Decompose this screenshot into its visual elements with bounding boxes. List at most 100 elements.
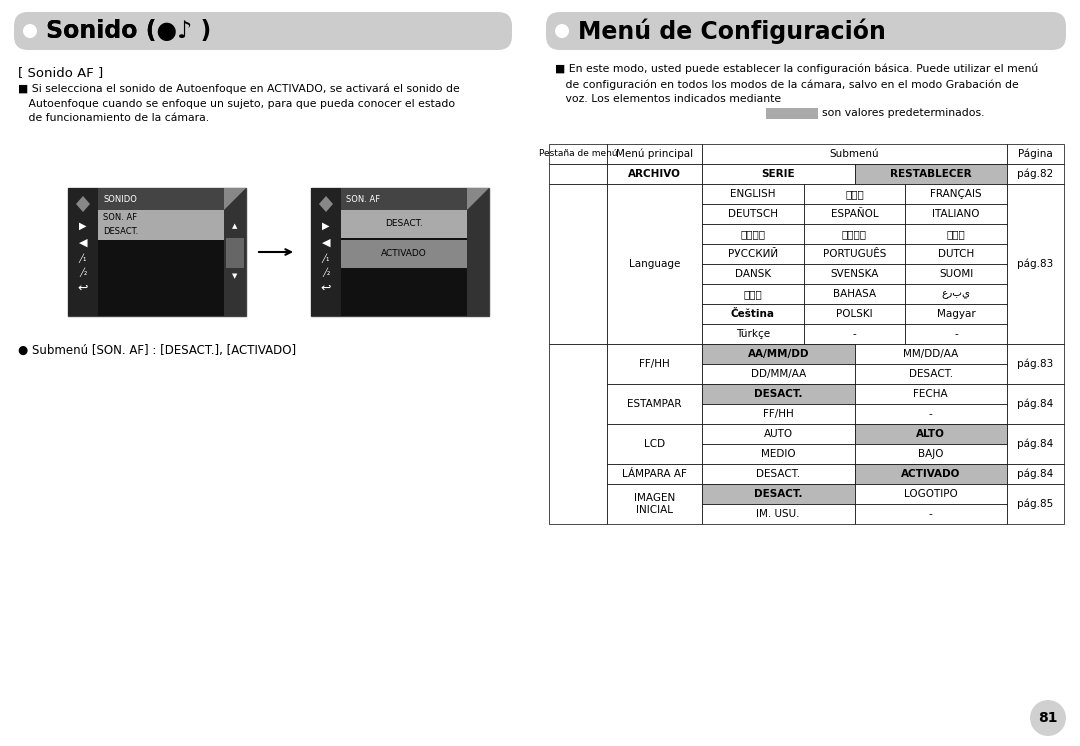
Bar xyxy=(702,284,804,304)
Bar xyxy=(1007,344,1064,384)
Text: Čeština: Čeština xyxy=(731,309,774,319)
Text: DANSK: DANSK xyxy=(734,269,771,279)
Bar xyxy=(702,404,854,424)
Bar xyxy=(1007,144,1064,164)
Bar xyxy=(549,164,607,184)
Text: son valores predeterminados.: son valores predeterminados. xyxy=(822,108,985,118)
Circle shape xyxy=(23,24,37,38)
Bar xyxy=(224,188,246,316)
Bar xyxy=(607,144,702,164)
Bar xyxy=(68,188,98,316)
Text: pág.83: pág.83 xyxy=(1017,359,1054,369)
Text: BAHASA: BAHASA xyxy=(833,289,876,299)
Bar xyxy=(905,244,1007,264)
Bar xyxy=(702,484,854,504)
Bar xyxy=(702,304,804,324)
Text: Menú de Configuración: Menú de Configuración xyxy=(578,18,886,44)
Text: Türkçe: Türkçe xyxy=(735,329,770,339)
Text: DEUTSCH: DEUTSCH xyxy=(728,209,778,219)
Bar xyxy=(854,344,1007,364)
Text: ◀: ◀ xyxy=(322,238,330,248)
Text: pág.85: pág.85 xyxy=(1017,499,1054,510)
Bar xyxy=(1007,464,1064,484)
Text: DESACT.: DESACT. xyxy=(754,389,802,399)
Bar xyxy=(549,144,607,164)
Text: -: - xyxy=(929,509,933,519)
Text: pág.83: pág.83 xyxy=(1017,259,1054,269)
Text: FF/HH: FF/HH xyxy=(639,359,670,369)
Text: ARCHIVO: ARCHIVO xyxy=(629,169,680,179)
Bar xyxy=(854,484,1007,504)
Bar xyxy=(607,424,702,464)
Bar xyxy=(854,404,1007,424)
Bar xyxy=(98,210,224,240)
Bar xyxy=(68,188,246,316)
Bar xyxy=(549,344,607,524)
Text: DESACT.: DESACT. xyxy=(103,227,138,236)
Bar xyxy=(1007,184,1064,344)
Text: ╱₂: ╱₂ xyxy=(79,267,87,277)
Bar xyxy=(854,384,1007,404)
Bar xyxy=(702,184,804,204)
Text: 繁體中文: 繁體中文 xyxy=(842,229,867,239)
Text: SUOMI: SUOMI xyxy=(939,269,973,279)
Text: ALTO: ALTO xyxy=(916,429,945,439)
Text: DESACT.: DESACT. xyxy=(908,369,953,379)
Text: Menú principal: Menú principal xyxy=(616,148,693,159)
Text: IMAGEN
INICIAL: IMAGEN INICIAL xyxy=(634,493,675,515)
Text: 日本語: 日本語 xyxy=(947,229,966,239)
Text: ■ Si selecciona el sonido de Autoenfoque en ACTIVADO, se activará el sonido de
 : ■ Si selecciona el sonido de Autoenfoque… xyxy=(18,84,460,123)
Text: ไทย: ไทย xyxy=(743,289,762,299)
Text: pág.84: pág.84 xyxy=(1017,439,1054,449)
Bar xyxy=(702,144,1007,164)
Circle shape xyxy=(555,24,569,38)
Text: MEDIO: MEDIO xyxy=(761,449,796,459)
Bar xyxy=(607,384,702,424)
Bar xyxy=(905,204,1007,224)
Bar xyxy=(702,224,804,244)
Bar xyxy=(467,188,489,316)
Text: DESACT.: DESACT. xyxy=(386,219,423,228)
Bar xyxy=(702,324,804,344)
Text: ITALIANO: ITALIANO xyxy=(932,209,980,219)
Text: ⚡: ⚡ xyxy=(573,368,582,380)
Bar xyxy=(98,240,224,316)
Bar xyxy=(905,304,1007,324)
Bar xyxy=(905,264,1007,284)
Text: LCD: LCD xyxy=(644,439,665,449)
Polygon shape xyxy=(76,196,90,212)
Bar xyxy=(226,238,244,268)
Bar xyxy=(905,284,1007,304)
Text: Submenú: Submenú xyxy=(829,149,879,159)
Text: 한국어: 한국어 xyxy=(846,189,864,199)
Text: Magyar: Magyar xyxy=(936,309,975,319)
Bar xyxy=(702,424,854,444)
Text: ▶: ▶ xyxy=(79,221,86,231)
Text: BAJO: BAJO xyxy=(918,449,944,459)
Bar xyxy=(702,384,854,404)
Text: SVENSKA: SVENSKA xyxy=(831,269,879,279)
Polygon shape xyxy=(319,196,333,212)
Bar xyxy=(854,364,1007,384)
Text: PORTUGUÊS: PORTUGUÊS xyxy=(823,249,887,259)
Text: [ Sonido AF ]: [ Sonido AF ] xyxy=(18,66,104,79)
Text: pág.84: pág.84 xyxy=(1017,399,1054,410)
Text: ╱₁: ╱₁ xyxy=(79,254,87,263)
Bar xyxy=(702,204,804,224)
Text: pág.82: pág.82 xyxy=(1017,169,1054,179)
Text: DUTCH: DUTCH xyxy=(939,249,974,259)
Bar xyxy=(804,304,905,324)
Bar xyxy=(804,324,905,344)
Text: POLSKI: POLSKI xyxy=(836,309,873,319)
Bar xyxy=(567,363,589,385)
Bar xyxy=(1007,484,1064,524)
Text: 81: 81 xyxy=(1038,711,1057,725)
Text: FF/HH: FF/HH xyxy=(762,409,794,419)
Bar xyxy=(702,264,804,284)
Bar xyxy=(702,504,854,524)
Text: РУССКИЙ: РУССКИЙ xyxy=(728,249,778,259)
Bar xyxy=(702,164,854,184)
Bar xyxy=(905,324,1007,344)
Bar xyxy=(854,164,1007,184)
Bar xyxy=(341,268,467,316)
